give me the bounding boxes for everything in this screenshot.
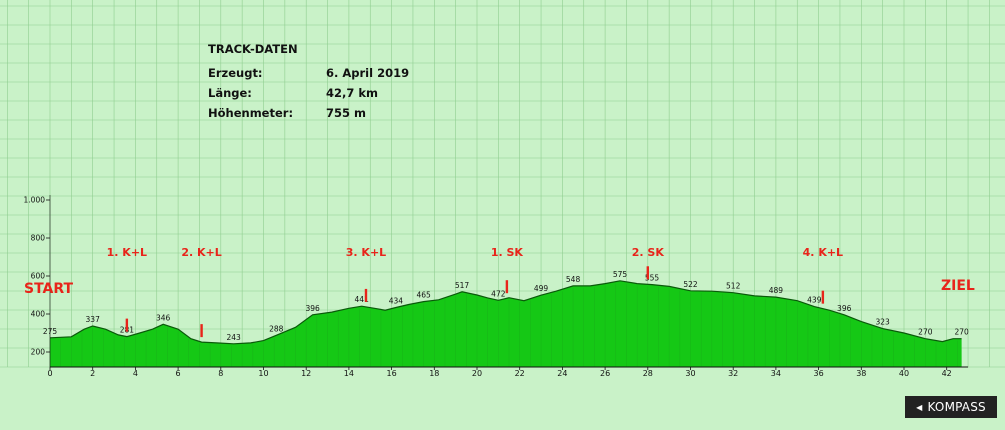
x-tick-label: 14 xyxy=(344,369,354,378)
elevation-value-label: 489 xyxy=(769,286,784,295)
elevation-value-label: 512 xyxy=(726,282,741,291)
elevation-value-label: 548 xyxy=(566,275,581,284)
elevation-value-label: 396 xyxy=(305,304,320,313)
created-label: Erzeugt: xyxy=(208,66,263,80)
point-labels: 2753372813462432883964414344655174724995… xyxy=(43,270,969,342)
elevation-value-label: 243 xyxy=(226,333,241,342)
elevation-value-label: 517 xyxy=(455,281,470,290)
x-tick-label: 24 xyxy=(557,369,567,378)
elevation-value-label: 288 xyxy=(269,324,284,333)
length-value: 42,7 km xyxy=(326,86,379,100)
brand-name: KOMPASS xyxy=(927,400,986,414)
x-tick-label: 32 xyxy=(728,369,738,378)
x-tick-label: 8 xyxy=(218,369,223,378)
elevation-value-label: 337 xyxy=(86,315,101,324)
station-label: 2. K+L xyxy=(181,246,221,259)
x-tick-label: 10 xyxy=(258,369,268,378)
x-tick-label: 12 xyxy=(301,369,311,378)
x-tick-label: 26 xyxy=(600,369,610,378)
x-tick-label: 42 xyxy=(942,369,952,378)
elevation-value-label: 555 xyxy=(645,274,660,283)
start-label: START xyxy=(24,281,74,297)
arrow-icon: ◀ xyxy=(916,402,923,412)
elevation-value-label: 472 xyxy=(491,289,506,298)
x-tick-label: 38 xyxy=(856,369,866,378)
x-tick-label: 36 xyxy=(814,369,824,378)
elevation-value-label: 439 xyxy=(807,296,822,305)
area-stripes xyxy=(49,283,958,367)
created-value: 6. April 2019 xyxy=(326,66,410,80)
y-tick-label: 200 xyxy=(31,348,46,357)
y-tick-label: 600 xyxy=(31,272,46,281)
x-tick-label: 4 xyxy=(133,369,138,378)
station-label: 1. K+L xyxy=(107,246,147,259)
end-label: ZIEL xyxy=(941,278,975,294)
station-label: 1. SK xyxy=(491,246,524,259)
y-tick-label: 800 xyxy=(31,234,46,243)
elevation-value-label: 434 xyxy=(389,297,404,306)
elevation-value-label: 270 xyxy=(918,328,933,337)
elevation-line xyxy=(49,280,962,345)
chart-axes: 0 2 4 6 8 10 12 14 16 18 20 22 24 26 28 30 32 34 36 38 40 422… xyxy=(24,195,969,378)
elevation-value-label: 270 xyxy=(954,328,969,337)
y-tick-label: 1.000 xyxy=(24,196,46,205)
elevation-gain-label: Höhenmeter: xyxy=(208,106,294,120)
elevation-value-label: 323 xyxy=(875,318,890,327)
x-tick-label: 0 xyxy=(47,369,52,378)
kompass-logo: ◀ KOMPASS xyxy=(905,396,997,418)
station-label: 2. SK xyxy=(632,246,665,259)
x-tick-label: 20 xyxy=(472,369,482,378)
x-tick-label: 2 xyxy=(90,369,95,378)
x-tick-label: 18 xyxy=(429,369,439,378)
elevation-area xyxy=(50,280,962,367)
elevation-value-label: 465 xyxy=(416,291,431,300)
track-data-title: TRACK-DATEN xyxy=(208,42,298,56)
length-label: Länge: xyxy=(208,86,252,100)
x-tick-label: 22 xyxy=(515,369,525,378)
x-tick-label: 40 xyxy=(899,369,909,378)
y-tick-label: 400 xyxy=(31,310,46,319)
elevation-gain-value: 755 m xyxy=(326,106,366,120)
x-tick-label: 34 xyxy=(771,369,781,378)
elevation-value-label: 346 xyxy=(156,313,171,322)
station-label: 3. K+L xyxy=(346,246,386,259)
elevation-value-label: 396 xyxy=(837,304,852,313)
x-tick-label: 30 xyxy=(685,369,695,378)
elevation-value-label: 275 xyxy=(43,327,58,336)
elevation-value-label: 575 xyxy=(613,270,628,279)
x-tick-label: 16 xyxy=(387,369,397,378)
station-markers: 1. K+L 2. K+L 3. K+L 1. SK 2. SK 4. K+L xyxy=(107,246,843,338)
x-tick-label: 28 xyxy=(643,369,653,378)
elevation-value-label: 441 xyxy=(355,295,370,304)
elevation-value-label: 522 xyxy=(683,280,698,289)
elevation-value-label: 499 xyxy=(534,284,549,293)
station-label: 4. K+L xyxy=(803,246,843,259)
x-tick-label: 6 xyxy=(176,369,181,378)
